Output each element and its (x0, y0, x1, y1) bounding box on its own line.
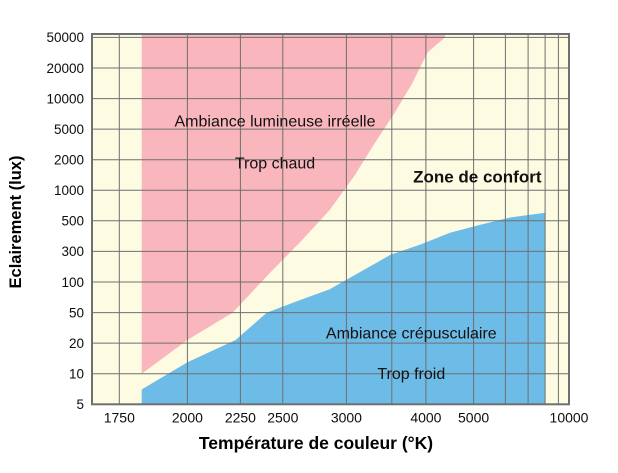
y-tick-label: 10000 (46, 91, 84, 106)
x-tick-label: 2250 (225, 409, 256, 425)
region-too-warm (141, 34, 446, 374)
y-tick-label: 100 (61, 275, 84, 290)
y-axis-tick-labels: 5 10 20 50 100 300 500 1000 2000 5000 10000 20000 50… (46, 30, 84, 412)
x-axis-tick-labels: 1750 2000 2250 2500 3000 4000 5000 10000 (104, 409, 589, 425)
y-tick-label: 50 (69, 305, 84, 320)
x-tick-label: 4000 (410, 409, 441, 425)
y-tick-label: 10 (69, 367, 84, 382)
plot-border-rect (91, 33, 570, 406)
region-too-cold (141, 212, 546, 405)
x-tick-label: 2000 (172, 409, 203, 425)
y-tick-label: 2000 (54, 153, 84, 168)
y-tick-label: 5 (76, 397, 84, 412)
region-labels: Ambiance lumineuse irréelle Trop chaud Zon… (175, 114, 542, 384)
y-tick-label: 5000 (54, 122, 84, 137)
region-label: Trop froid (377, 366, 445, 383)
y-tick-label: 20 (69, 336, 84, 351)
y-tick-label: 300 (61, 244, 84, 259)
x-tick-label: 1750 (104, 409, 135, 425)
region-label: Ambiance crépusculaire (326, 326, 497, 343)
y-tick-label: 50000 (46, 30, 84, 45)
y-tick-label: 1000 (54, 183, 84, 198)
y-tick-label: 20000 (46, 61, 84, 76)
region-label: Trop chaud (235, 156, 315, 173)
gridlines (92, 34, 570, 405)
chart-regions (141, 34, 546, 405)
y-tick-label: 500 (61, 214, 84, 229)
x-tick-label: 2500 (267, 409, 298, 425)
region-label: Ambiance lumineuse irréelle (175, 114, 376, 131)
x-tick-label: 5000 (458, 409, 489, 425)
y-axis-title: Eclairement (lux) (7, 156, 25, 289)
x-tick-label: 3000 (331, 409, 362, 425)
x-tick-label: 10000 (550, 409, 589, 425)
x-axis-title: Température de couleur (°K) (199, 433, 433, 453)
plot-border (91, 33, 570, 406)
region-label: Zone de confort (413, 168, 542, 187)
